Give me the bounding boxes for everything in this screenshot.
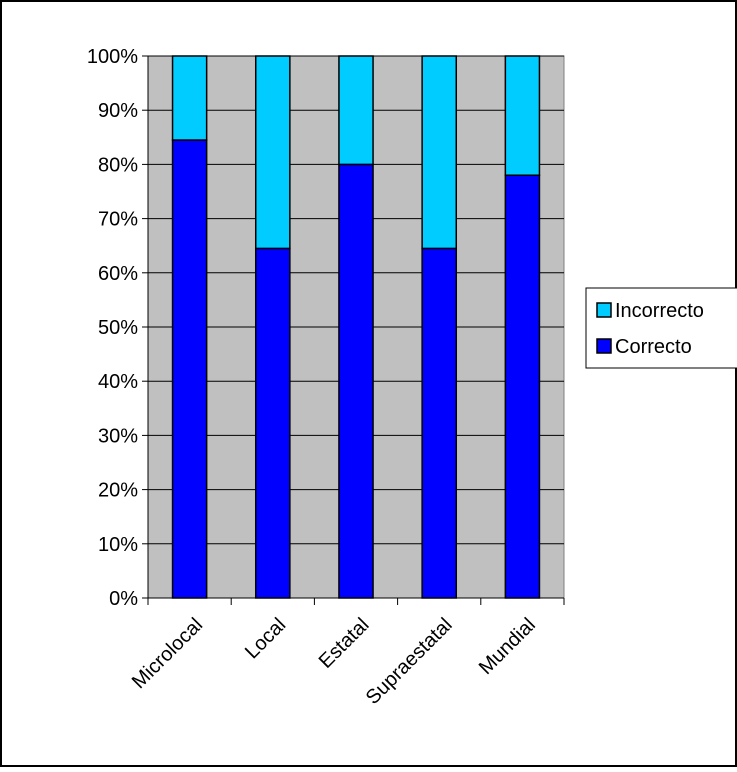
y-tick-label: 60% — [98, 263, 138, 285]
y-tick-label: 20% — [98, 480, 138, 502]
y-tick-label: 40% — [98, 371, 138, 393]
y-tick-label: 100% — [87, 46, 138, 68]
bar-incorrecto-local — [254, 55, 291, 250]
legend-label-incorrecto: Incorrecto — [615, 300, 704, 322]
legend: Incorrecto Correcto — [585, 287, 737, 369]
bar-incorrecto-supraestatal — [421, 55, 458, 250]
y-tick-label: 0% — [109, 588, 138, 610]
bar-correcto-estatal — [338, 163, 374, 599]
bar-incorrecto-estatal — [338, 55, 374, 166]
y-tick-label: 30% — [98, 425, 138, 447]
legend-label-correcto: Correcto — [615, 336, 692, 358]
bar-correcto-mundial — [504, 174, 541, 599]
y-tick-label: 90% — [98, 100, 138, 122]
bar-correcto-supraestatal — [421, 247, 458, 599]
bar-correcto-local — [254, 247, 291, 599]
y-tick-label: 80% — [98, 154, 138, 176]
legend-box — [585, 287, 737, 369]
axes — [142, 55, 565, 605]
legend-swatch-incorrecto — [596, 302, 612, 318]
bar-incorrecto-microlocal — [171, 55, 208, 141]
bar-correcto-microlocal — [171, 139, 208, 599]
y-tick-label: 10% — [98, 534, 138, 556]
y-axis-tick-labels: 0% 10% 20% 30% 40% 50% 60% 70% 80% 90% 100% — [87, 46, 138, 610]
y-tick-label: 70% — [98, 209, 138, 231]
y-tick-label: 50% — [98, 317, 138, 339]
bar-incorrecto-mundial — [504, 55, 541, 176]
legend-swatch-correcto — [596, 338, 612, 354]
